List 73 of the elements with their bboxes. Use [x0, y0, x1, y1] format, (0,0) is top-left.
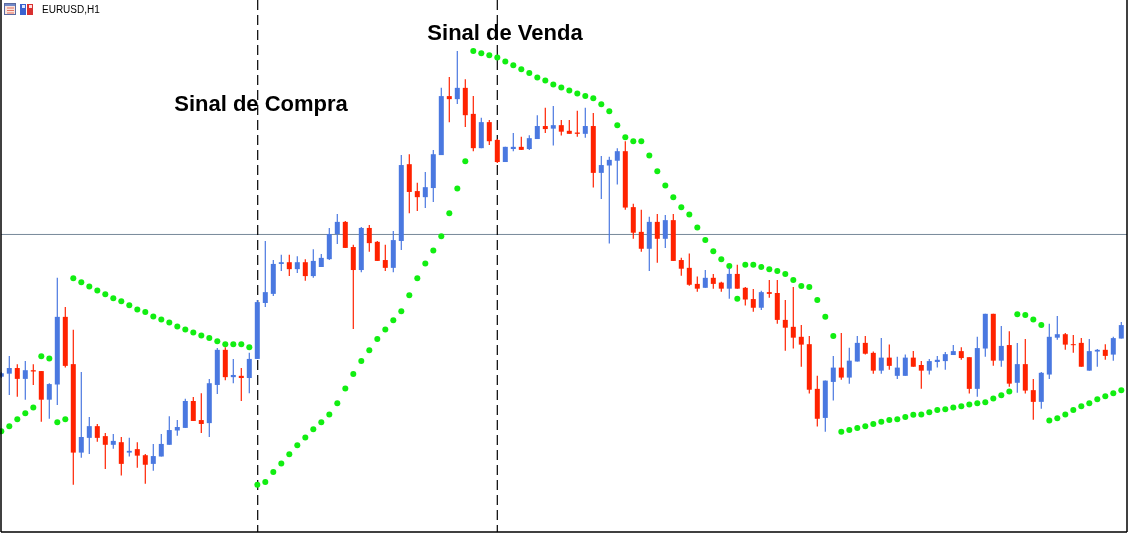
candlestick [150, 443, 156, 472]
candlestick [902, 353, 908, 377]
candlestick [542, 107, 548, 134]
candlestick [686, 252, 692, 287]
candlestick [758, 290, 764, 311]
candlestick [894, 356, 900, 380]
candlestick [838, 332, 844, 381]
candlestick [198, 392, 204, 434]
candlestick [598, 155, 604, 200]
candlestick [246, 352, 252, 394]
candlestick [1086, 338, 1092, 372]
candlestick [86, 416, 92, 455]
text: Sinal de Venda [427, 20, 584, 45]
candlestick [46, 382, 52, 420]
candlestick [22, 360, 28, 401]
candlestick [750, 288, 756, 313]
candlestick [262, 240, 268, 308]
candlestick [166, 415, 172, 446]
candlestick [582, 107, 588, 139]
candlestick [734, 264, 740, 290]
candlestick [446, 76, 452, 123]
candlestick [614, 147, 620, 186]
candlestick [486, 119, 492, 146]
candlestick [878, 337, 884, 375]
candlestick [1030, 378, 1036, 421]
candlestick [862, 335, 868, 356]
candlestick [870, 350, 876, 375]
chart-title: EURUSD,H1 [42, 4, 101, 15]
candlestick [134, 441, 140, 469]
candlestick [78, 371, 84, 459]
candlestick [334, 213, 340, 245]
candlestick [126, 437, 132, 458]
candlestick [846, 347, 852, 385]
candlestick [190, 396, 196, 422]
candlestick [1014, 342, 1020, 394]
candlestick [158, 433, 164, 458]
candlestick [142, 453, 148, 485]
candlestick [454, 50, 460, 105]
candlestick [790, 286, 796, 350]
candlestick [118, 436, 124, 477]
candlestick [1078, 337, 1084, 368]
candlestick [374, 240, 380, 262]
annotation: Sinal de Compra [174, 91, 349, 116]
candlestick [654, 213, 660, 264]
candlestick [6, 355, 12, 396]
candlestick [886, 344, 892, 371]
candlestick [230, 358, 236, 384]
candlestick [550, 105, 556, 147]
candlestick [1110, 336, 1116, 362]
candlestick [998, 325, 1004, 368]
candlestick [14, 363, 20, 398]
candlestick [798, 324, 804, 368]
candlestick [382, 244, 388, 272]
candlestick [782, 299, 788, 352]
candlestick [830, 355, 836, 402]
candlestick [102, 432, 108, 470]
candlestick [350, 244, 356, 330]
candlestick [918, 360, 924, 390]
candlestick [366, 224, 372, 253]
candlestick [854, 335, 860, 363]
candlestick [414, 182, 420, 212]
candlestick [238, 367, 244, 402]
candlestick [638, 209, 644, 253]
candlestick [286, 254, 292, 277]
candlestick [742, 286, 748, 307]
candlestick [30, 363, 36, 386]
candlestick [510, 132, 516, 152]
candlestick [310, 248, 316, 279]
candlestick [1054, 315, 1060, 341]
candlestick [302, 258, 308, 282]
candlestick [494, 138, 500, 164]
candlestick [422, 171, 428, 209]
candlestick [662, 214, 668, 249]
